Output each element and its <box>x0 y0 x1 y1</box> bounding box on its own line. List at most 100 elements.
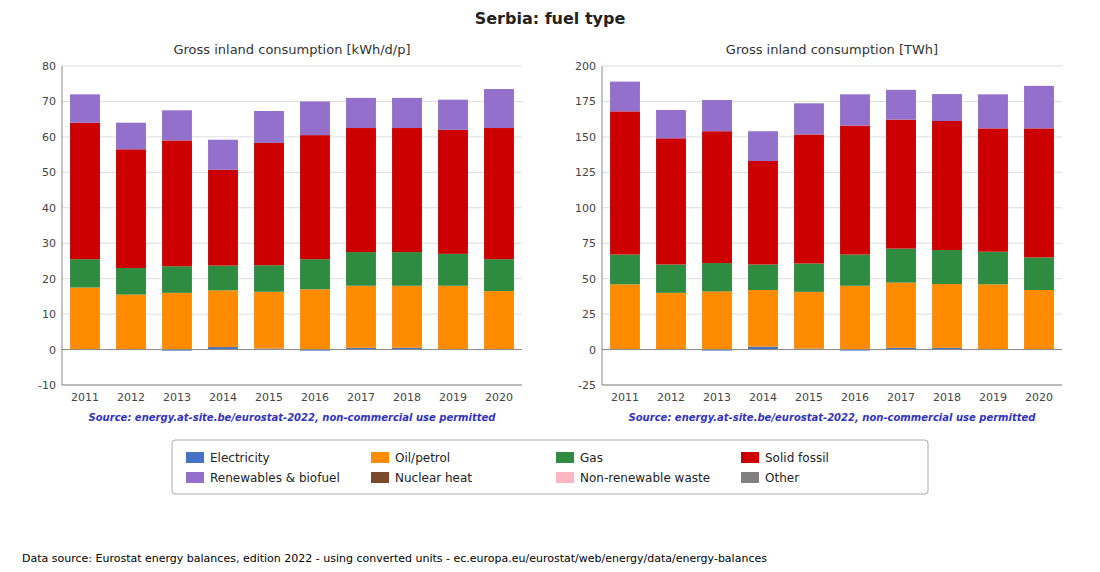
bar-segment <box>346 98 376 128</box>
x-tick-label: 2017 <box>887 391 915 404</box>
bar-segment <box>702 100 732 101</box>
bar-segment <box>840 94 870 125</box>
bar-segment <box>794 103 824 104</box>
chart-0: Serbia: fuel typeGross inland consumptio… <box>22 9 767 565</box>
bar-segment <box>116 123 146 150</box>
bar-segment <box>484 89 514 90</box>
bar-segment <box>978 94 1008 95</box>
bar-segment <box>978 94 1008 128</box>
legend-swatch <box>186 472 204 483</box>
bar-segment <box>610 284 640 349</box>
bar-segment <box>70 94 100 95</box>
legend-label: Nuclear heat <box>395 471 472 485</box>
bar-segment <box>794 292 824 349</box>
grid-line <box>62 66 522 67</box>
x-tick-label: 2013 <box>163 391 191 404</box>
source-note: Source: energy.at-site.be/eurostat-2022,… <box>89 412 497 423</box>
bar-segment <box>656 110 686 138</box>
bar-segment <box>794 134 824 263</box>
bar-segment <box>300 135 330 259</box>
bar-segment <box>208 266 238 291</box>
bar-segment <box>702 100 732 101</box>
bar-segment <box>656 109 686 110</box>
bar-segment <box>346 252 376 286</box>
bar-segment <box>932 94 962 95</box>
bar-segment <box>254 265 284 292</box>
bar-segment <box>254 111 284 112</box>
bar-segment <box>70 259 100 287</box>
bar-segment <box>70 94 100 95</box>
bar-segment <box>702 131 732 263</box>
bar-segment <box>748 131 778 161</box>
bar-segment <box>162 140 192 266</box>
legend-label: Other <box>765 471 799 485</box>
bar-segment <box>392 286 422 348</box>
bar-segment <box>254 111 284 112</box>
bar-segment <box>1024 290 1054 350</box>
bar-segment <box>932 121 962 250</box>
y-tick-label: 175 <box>575 95 596 108</box>
bar-segment <box>932 250 962 284</box>
y-tick-label: 60 <box>42 131 56 144</box>
legend-frame <box>172 440 928 494</box>
y-tick-label: -10 <box>38 379 56 392</box>
x-tick-label: 2012 <box>657 391 685 404</box>
x-tick-label: 2012 <box>117 391 145 404</box>
bar-segment <box>656 138 686 264</box>
x-tick-label: 2016 <box>301 391 329 404</box>
source-note: Source: energy.at-site.be/eurostat-2022,… <box>629 412 1037 423</box>
x-tick-label: 2018 <box>393 391 421 404</box>
bar-segment <box>392 97 422 98</box>
x-tick-label: 2018 <box>933 391 961 404</box>
y-tick-label: 20 <box>42 273 56 286</box>
y-tick-label: 50 <box>582 273 596 286</box>
bar-segment <box>438 99 468 100</box>
y-tick-label: 0 <box>589 344 596 357</box>
bar-segment <box>656 293 686 350</box>
bar-segment <box>162 110 192 140</box>
y-tick-label: 10 <box>42 308 56 321</box>
bar-segment <box>610 82 640 112</box>
bars <box>70 89 514 351</box>
x-tick-label: 2011 <box>71 391 99 404</box>
bar-segment <box>748 161 778 264</box>
bar-segment <box>484 259 514 291</box>
bar-segment <box>978 252 1008 285</box>
bar-segment <box>794 103 824 104</box>
bar-segment <box>484 89 514 90</box>
bar-segment <box>116 268 146 295</box>
bar-segment <box>162 266 192 293</box>
y-tick-label: 100 <box>575 202 596 215</box>
bar-segment <box>794 103 824 104</box>
bar-segment <box>610 81 640 82</box>
bar-segment <box>932 284 962 348</box>
bar-segment <box>70 94 100 122</box>
bar-segment <box>70 123 100 259</box>
y-tick-label: 75 <box>582 237 596 250</box>
bar-segment <box>162 293 192 350</box>
grid-line <box>62 349 522 350</box>
bar-segment <box>208 290 238 347</box>
bar-segment <box>346 97 376 98</box>
bar-segment <box>392 98 422 128</box>
bar-segment <box>610 81 640 82</box>
bar-segment <box>116 122 146 123</box>
bar-segment <box>392 97 422 98</box>
bar-segment <box>484 128 514 259</box>
y-axis <box>62 66 63 385</box>
bar-segment <box>702 291 732 349</box>
x-tick-label: 2016 <box>841 391 869 404</box>
chart-root: Serbia: fuel typeGross inland consumptio… <box>0 0 1100 572</box>
grid-line <box>602 349 1062 350</box>
grid-line <box>602 385 1062 386</box>
bar-segment <box>978 94 1008 95</box>
bar-segment <box>116 122 146 123</box>
bar-segment <box>346 286 376 348</box>
bar-segment <box>254 292 284 349</box>
x-tick-label: 2020 <box>485 391 513 404</box>
legend-swatch <box>371 452 389 463</box>
bar-segment <box>978 284 1008 349</box>
bar-segment <box>254 111 284 143</box>
legend-swatch <box>186 452 204 463</box>
bar-segment <box>702 100 732 131</box>
